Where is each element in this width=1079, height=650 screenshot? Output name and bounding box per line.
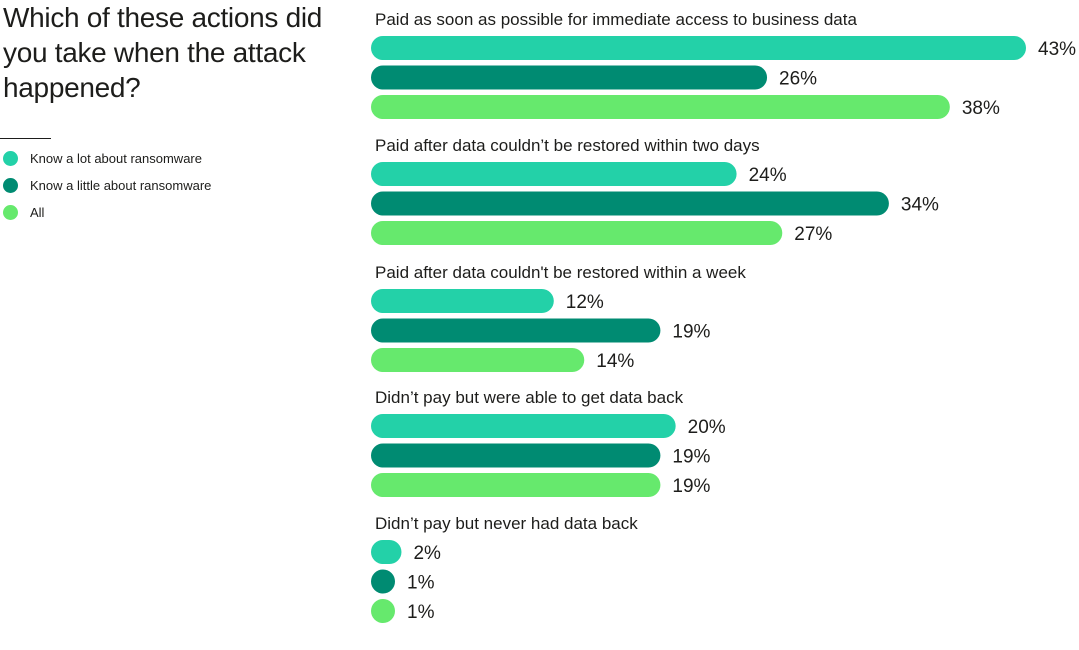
bar-know-a-little-about-ransomware-1 bbox=[371, 65, 768, 90]
value-label-all-4: 19% bbox=[672, 476, 710, 497]
legend-label: Know a lot about ransomware bbox=[30, 150, 202, 166]
value-label-all-5: 1% bbox=[407, 602, 435, 623]
bar-all-2 bbox=[371, 221, 783, 245]
value-label-all-3: 14% bbox=[596, 351, 634, 372]
value-label-know-a-lot-about-ransomware-1: 43% bbox=[1038, 39, 1076, 60]
legend-label: Know a little about ransomware bbox=[30, 177, 212, 193]
value-label-know-a-little-about-ransomware-5: 1% bbox=[407, 573, 435, 594]
legend-item-know-a-little: Know a little about ransomware bbox=[3, 175, 211, 195]
category-label-1: Paid as soon as possible for immediate a… bbox=[375, 10, 857, 29]
legend-swatch-know-a-lot bbox=[3, 150, 18, 166]
bar-all-4 bbox=[371, 473, 661, 497]
value-label-know-a-lot-about-ransomware-5: 2% bbox=[413, 543, 441, 564]
value-label-all-1: 38% bbox=[962, 98, 1000, 119]
legend-swatch-all bbox=[3, 204, 18, 220]
bar-know-a-lot-about-ransomware-3 bbox=[371, 289, 554, 313]
bar-all-1 bbox=[371, 95, 950, 119]
chart-title: Which of these actions did you take when… bbox=[3, 2, 323, 103]
legend-item-all: All bbox=[3, 202, 211, 222]
value-label-know-a-lot-about-ransomware-4: 20% bbox=[688, 417, 726, 438]
category-label-2: Paid after data couldn’t be restored wit… bbox=[375, 136, 760, 155]
bar-know-a-little-about-ransomware-3 bbox=[371, 318, 661, 343]
legend-label: All bbox=[30, 204, 45, 220]
bar-know-a-lot-about-ransomware-5 bbox=[371, 540, 402, 564]
bar-know-a-little-about-ransomware-5 bbox=[371, 569, 395, 594]
value-label-know-a-little-about-ransomware-4: 19% bbox=[672, 447, 710, 468]
value-label-know-a-little-about-ransomware-2: 34% bbox=[901, 195, 939, 216]
category-label-3: Paid after data couldn't be restored wit… bbox=[375, 263, 746, 282]
legend-divider bbox=[0, 138, 51, 139]
bar-all-5 bbox=[371, 599, 395, 623]
legend-item-know-a-lot: Know a lot about ransomware bbox=[3, 148, 211, 168]
bar-know-a-lot-about-ransomware-4 bbox=[371, 414, 676, 438]
category-label-4: Didn’t pay but were able to get data bac… bbox=[375, 388, 684, 407]
bar-know-a-lot-about-ransomware-1 bbox=[371, 36, 1026, 60]
value-label-know-a-little-about-ransomware-1: 26% bbox=[779, 69, 817, 90]
legend: Know a lot about ransomware Know a littl… bbox=[3, 148, 211, 229]
value-label-know-a-lot-about-ransomware-3: 12% bbox=[566, 292, 604, 313]
bar-know-a-lot-about-ransomware-2 bbox=[371, 162, 737, 186]
value-label-know-a-lot-about-ransomware-2: 24% bbox=[749, 165, 787, 186]
value-label-know-a-little-about-ransomware-3: 19% bbox=[672, 322, 710, 343]
category-label-5: Didn’t pay but never had data back bbox=[375, 514, 638, 533]
legend-swatch-know-a-little bbox=[3, 177, 18, 193]
bar-know-a-little-about-ransomware-4 bbox=[371, 443, 661, 468]
bar-know-a-little-about-ransomware-2 bbox=[371, 191, 889, 216]
value-label-all-2: 27% bbox=[794, 224, 832, 245]
bar-all-3 bbox=[371, 348, 585, 372]
